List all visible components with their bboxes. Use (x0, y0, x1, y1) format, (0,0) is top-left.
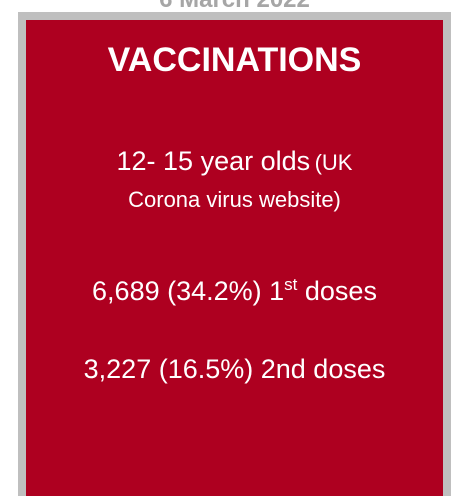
second-doses: 3,227 (16.5%) 2nd doses (26, 352, 443, 386)
ordinal: st (284, 275, 298, 294)
dose-label: doses (297, 276, 377, 306)
group-label: 12- 15 year olds (116, 146, 311, 176)
first-doses: 6,689 (34.2%) 1st doses (26, 274, 443, 308)
dose-count: 3,227 (16.5%) 2nd doses (83, 354, 386, 384)
panel: VACCINATIONS 12- 15 year olds (UK Corona… (18, 12, 451, 496)
date: 6 March 2022 (0, 0, 469, 14)
source: Corona virus website) (128, 187, 341, 212)
source: (UK (314, 150, 353, 175)
dose-count: 6,689 (34.2%) 1 (92, 276, 285, 306)
group: 12- 15 year olds (UK Corona virus websit… (26, 144, 443, 220)
title: VACCINATIONS (107, 41, 362, 79)
